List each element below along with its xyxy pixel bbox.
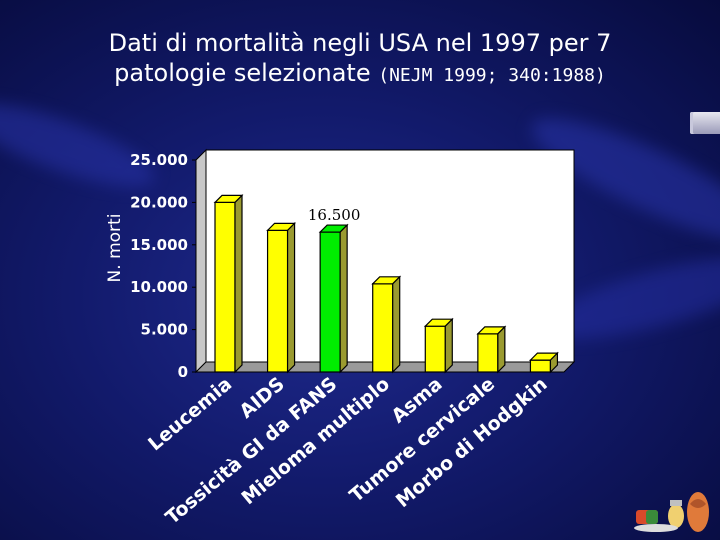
bar-side	[444, 317, 453, 374]
y-tick-label: 20.000	[130, 193, 188, 211]
slide-edge-tab	[690, 112, 720, 134]
title-line-1: Dati di mortalità negli USA nel 1997 per…	[108, 29, 612, 57]
bar-side	[392, 275, 401, 374]
bar-side	[286, 221, 296, 374]
bar	[214, 201, 236, 373]
y-axis-title: N. morti	[105, 214, 125, 283]
bar-side	[497, 325, 506, 374]
y-tick-label: 15.000	[130, 236, 188, 254]
bar-side	[234, 193, 243, 374]
bar	[477, 333, 499, 373]
plot-side-wall	[195, 148, 207, 374]
bar	[424, 325, 446, 373]
x-category-label: Leucemia	[144, 373, 236, 455]
title-line-2-text: patologie selezionate	[114, 59, 371, 87]
bar-side	[549, 351, 559, 374]
y-tick-label: 0	[178, 363, 188, 381]
y-tick-label: 25.000	[130, 151, 188, 169]
medicine-clipart	[634, 492, 709, 532]
slide-title: Dati di mortalità negli USA nel 1997 per…	[0, 28, 720, 91]
bar	[372, 283, 394, 373]
bar	[266, 229, 289, 373]
data-annotation-label: 16.500	[308, 206, 361, 224]
bar-side	[339, 223, 348, 374]
y-tick-label: 10.000	[130, 278, 188, 296]
title-line-2: patologie selezionate (NEJM 1999; 340:19…	[0, 58, 720, 91]
y-tick-label: 5.000	[141, 321, 188, 339]
bar	[529, 359, 552, 373]
bar	[319, 231, 341, 373]
title-reference: (NEJM 1999; 340:1988)	[378, 65, 606, 86]
